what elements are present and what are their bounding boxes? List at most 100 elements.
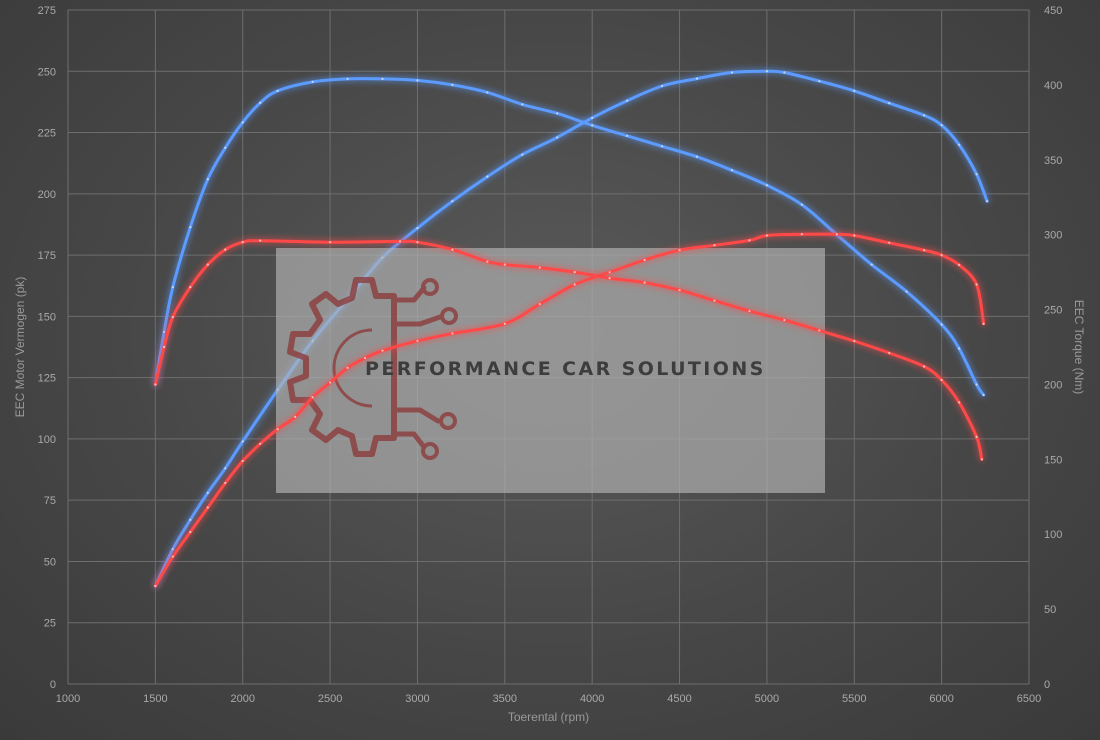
watermark-text: PERFORMANCE CAR SOLUTIONS [365, 358, 766, 380]
circuit-node-icon [421, 442, 439, 460]
data-point [556, 136, 559, 139]
data-point [206, 491, 209, 494]
data-point [678, 249, 681, 252]
tick-labels: 1000 1500 2000 2500 3000 3500 4000 4500 5000 5500… [38, 5, 1063, 705]
data-point [573, 271, 576, 274]
data-point [311, 80, 314, 83]
data-point [660, 145, 664, 148]
y-right-tick-label: 450 [1044, 5, 1062, 17]
data-point [958, 143, 961, 146]
data-point [241, 121, 244, 124]
x-tick-label: 5500 [842, 693, 866, 705]
data-point [224, 146, 227, 149]
data-point [451, 332, 454, 335]
circuit-line [391, 431, 427, 450]
data-point [163, 330, 166, 334]
data-point [975, 173, 978, 176]
data-point [800, 203, 803, 206]
data-point [486, 91, 489, 94]
y-right-tick-label: 50 [1044, 604, 1056, 616]
data-point [888, 102, 891, 105]
x-tick-label: 4500 [667, 693, 691, 705]
y-right-tick-label: 150 [1044, 454, 1062, 466]
y-right-tick-label: 200 [1044, 379, 1062, 391]
y-right-axis-title: EEC Torque (Nm) [1072, 300, 1086, 394]
data-point [163, 345, 166, 349]
data-point [171, 555, 174, 558]
x-tick-label: 1000 [56, 693, 80, 705]
data-point [346, 77, 349, 80]
data-point [206, 506, 209, 509]
data-point [985, 200, 989, 203]
x-tick-label: 2500 [318, 693, 342, 705]
data-point [416, 79, 419, 82]
data-point [276, 428, 279, 431]
data-point [276, 89, 279, 92]
y-right-tick-label: 300 [1044, 230, 1062, 242]
y-left-tick-label: 250 [38, 66, 56, 78]
data-point [241, 440, 244, 443]
data-point [695, 155, 699, 158]
data-point [643, 258, 646, 262]
data-point [940, 323, 943, 326]
data-point [713, 244, 716, 247]
data-point [486, 260, 489, 263]
x-tick-label: 4000 [580, 693, 604, 705]
data-point [486, 175, 489, 178]
data-point [451, 200, 454, 203]
data-point [381, 77, 384, 80]
series-line [153, 232, 986, 588]
data-point [311, 396, 314, 399]
data-point [591, 116, 594, 119]
y-left-tick-label: 0 [50, 679, 56, 691]
data-point [206, 263, 209, 266]
data-point [224, 467, 227, 470]
data-point [416, 227, 419, 230]
data-point [608, 271, 611, 274]
data-point [975, 383, 978, 386]
data-point [730, 169, 734, 172]
y-left-tick-label: 225 [38, 128, 56, 140]
data-point [451, 248, 454, 251]
data-point [940, 124, 943, 127]
data-point [980, 458, 983, 461]
y-left-tick-label: 100 [38, 434, 56, 446]
y-right-tick-label: 100 [1044, 529, 1062, 541]
data-point [818, 329, 821, 332]
data-point [206, 178, 209, 181]
data-point [154, 383, 157, 386]
data-point [154, 584, 157, 588]
data-point [660, 84, 664, 88]
data-point [678, 288, 681, 292]
data-point [713, 299, 716, 302]
data-point [259, 239, 262, 242]
circuit-node-icon [439, 412, 457, 430]
data-point [748, 239, 751, 242]
y-left-tick-label: 200 [38, 189, 56, 201]
data-point [853, 89, 856, 92]
data-point [888, 351, 891, 355]
y-left-tick-label: 75 [44, 495, 56, 507]
gear-icon [287, 277, 397, 457]
data-point [328, 381, 332, 384]
data-point [416, 339, 419, 342]
data-point [982, 393, 985, 397]
data-point [189, 530, 192, 534]
x-tick-label: 2000 [230, 693, 254, 705]
data-point [975, 283, 978, 286]
y-left-tick-label: 50 [44, 556, 56, 568]
x-tick-label: 3500 [493, 693, 517, 705]
data-point [730, 71, 734, 74]
data-point [538, 266, 541, 269]
data-point [870, 263, 873, 266]
data-point [573, 283, 576, 286]
y-right-tick-label: 400 [1044, 80, 1062, 92]
data-point [626, 134, 629, 137]
data-point [294, 415, 297, 418]
x-tick-label: 6000 [929, 693, 953, 705]
data-point [626, 99, 629, 102]
circuit-node-icon [440, 307, 458, 325]
data-point [748, 309, 751, 313]
data-point [259, 101, 262, 104]
data-point [503, 263, 506, 266]
